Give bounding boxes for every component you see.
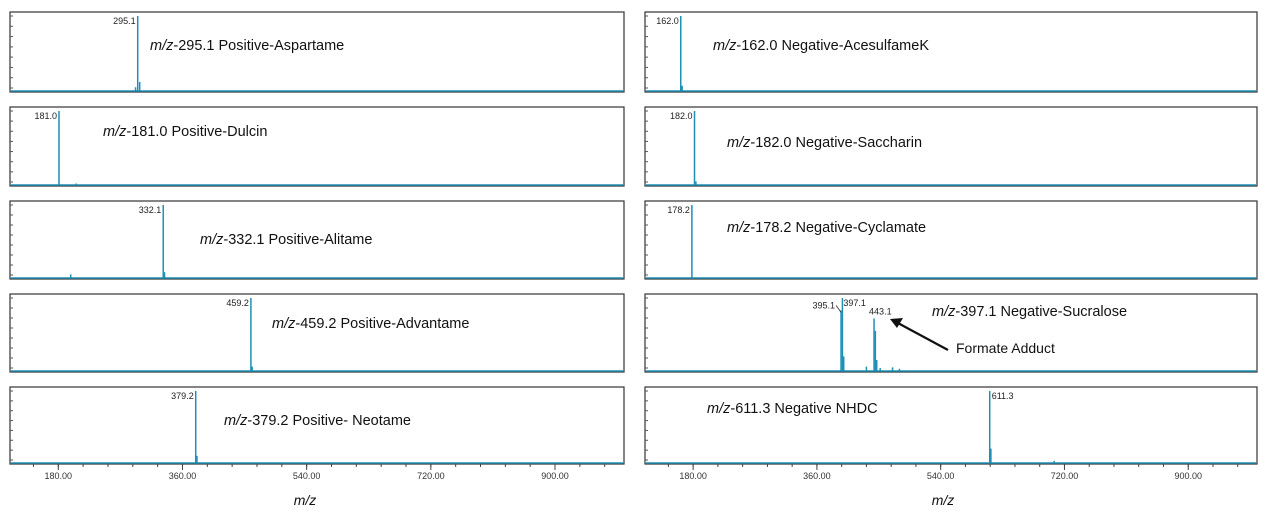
x-tick-label: 360.00 — [169, 471, 197, 481]
spectrum-panel: 332.1 m/z-332.1 Positive-Alitame — [9, 200, 625, 280]
panel-title: m/z-332.1 Positive-Alitame — [200, 232, 372, 248]
panel-title: m/z-459.2 Positive-Advantame — [272, 316, 469, 332]
panel-title-rest: -332.1 Positive-Alitame — [223, 232, 372, 248]
label-leader — [835, 305, 842, 313]
spectrum-panel: 182.0 m/z-182.0 Negative-Saccharin — [644, 106, 1258, 187]
peak-label: 332.1 — [139, 205, 162, 215]
panel-frame — [644, 106, 1258, 187]
panel-title: m/z-379.2 Positive- Neotame — [224, 413, 411, 429]
panel-title-mz: m/z — [727, 135, 751, 151]
panel-title: m/z-181.0 Positive-Dulcin — [103, 124, 267, 140]
spectrum-panel: 611.3 m/z-611.3 Negative NHDC — [644, 386, 1258, 465]
panel-title-mz: m/z — [932, 304, 956, 320]
panel-frame — [644, 200, 1258, 280]
panel-title-rest: -397.1 Negative-Sucralose — [955, 304, 1127, 320]
panel-frame — [644, 293, 1258, 373]
x-tick-label: 540.00 — [293, 471, 321, 481]
panel-title-rest: -162.0 Negative-AcesulfameK — [736, 38, 929, 54]
panel-title-mz: m/z — [224, 413, 248, 429]
spectrum-panel: 459.2 m/z-459.2 Positive-Advantame — [9, 293, 625, 373]
panel-title-mz: m/z — [200, 232, 224, 248]
panel-title-rest: -611.3 Negative NHDC — [730, 401, 877, 417]
x-tick-label: 720.00 — [1051, 471, 1079, 481]
panel-title-mz: m/z — [272, 316, 296, 332]
panel-title-mz: m/z — [713, 38, 737, 54]
peak-label: 459.2 — [226, 298, 249, 308]
peak-label: 295.1 — [113, 16, 136, 26]
panel-title-mz: m/z — [150, 38, 174, 54]
x-axis-title: m/z — [294, 492, 317, 508]
panel-frame — [9, 200, 625, 280]
panel-title: m/z-182.0 Negative-Saccharin — [727, 135, 922, 151]
panel-frame — [9, 106, 625, 187]
peak-label: 162.0 — [656, 16, 679, 26]
panel-frame — [9, 293, 625, 373]
x-tick-label: 360.00 — [803, 471, 831, 481]
x-axis-title: m/z — [932, 492, 955, 508]
x-tick-label: 720.00 — [417, 471, 445, 481]
x-tick-label: 180.00 — [45, 471, 73, 481]
peak-label: 395.1 — [813, 300, 836, 310]
panel-title-mz: m/z — [707, 401, 731, 417]
x-tick-label: 900.00 — [1174, 471, 1202, 481]
x-tick-label: 540.00 — [927, 471, 955, 481]
peak-label: 611.3 — [992, 391, 1014, 401]
panel-title: m/z-162.0 Negative-AcesulfameK — [713, 38, 929, 54]
peak-label: 397.1 — [843, 298, 866, 308]
x-tick-label: 180.00 — [679, 471, 707, 481]
panel-frame — [644, 386, 1258, 465]
panel-title: m/z-397.1 Negative-Sucralose — [932, 304, 1127, 320]
panel-title-rest: -178.2 Negative-Cyclamate — [750, 220, 926, 236]
panel-title: m/z-611.3 Negative NHDC — [707, 401, 878, 417]
x-axes: 180.00 360.00 540.00 720.00 900.00 m/z 180.00 3… — [32, 464, 1239, 508]
panel-title: m/z-295.1 Positive-Aspartame — [150, 38, 344, 54]
spectrum-panels: 295.1m/z-295.1 Positive-Aspartame181.0m/… — [9, 11, 1258, 465]
arrow-head-icon — [890, 318, 903, 328]
x-axis: 180.00 360.00 540.00 720.00 900.00 m/z — [667, 464, 1239, 508]
spectrum-panel: 379.2 m/z-379.2 Positive- Neotame — [9, 386, 625, 465]
spectrum-panel: 162.0 m/z-162.0 Negative-AcesulfameK — [644, 11, 1258, 93]
panel-title-mz: m/z — [727, 220, 751, 236]
panel-title-rest: -295.1 Positive-Aspartame — [173, 38, 344, 54]
panel-title-mz: m/z — [103, 124, 127, 140]
x-tick-label: 900.00 — [541, 471, 569, 481]
panel-frame — [9, 386, 625, 465]
panel-title: m/z-178.2 Negative-Cyclamate — [727, 220, 926, 236]
panel-title-rest: -459.2 Positive-Advantame — [295, 316, 469, 332]
peak-label: 181.0 — [34, 111, 57, 121]
panel-title-rest: -379.2 Positive- Neotame — [247, 413, 411, 429]
peak-label: 443.1 — [869, 306, 892, 316]
spectrum-panel: 178.2 m/z-178.2 Negative-Cyclamate — [644, 200, 1258, 280]
panel-title-rest: -181.0 Positive-Dulcin — [126, 124, 267, 140]
panel-frame — [644, 11, 1258, 93]
panel-title-rest: -182.0 Negative-Saccharin — [750, 135, 922, 151]
peak-label: 182.0 — [670, 111, 693, 121]
peak-label: 178.2 — [667, 205, 690, 215]
x-axis: 180.00 360.00 540.00 720.00 900.00 m/z — [32, 464, 606, 508]
annotation-label: Formate Adduct — [956, 340, 1055, 356]
annotation-arrow — [895, 321, 949, 351]
peak-label: 379.2 — [171, 391, 194, 401]
spectrum-panel: 295.1 m/z-295.1 Positive-Aspartame — [9, 11, 625, 93]
panel-frame — [9, 11, 625, 93]
spectrum-panel: 181.0 m/z-181.0 Positive-Dulcin — [9, 106, 625, 187]
